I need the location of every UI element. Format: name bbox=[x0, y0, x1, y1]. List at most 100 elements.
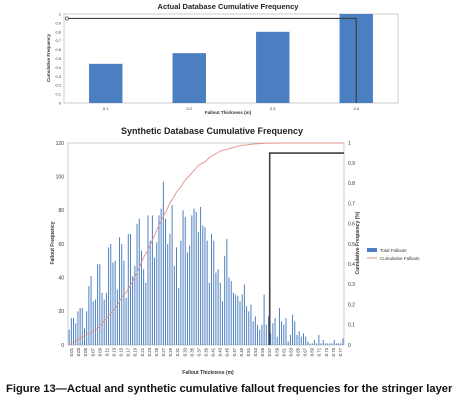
bar bbox=[171, 205, 173, 345]
bar bbox=[149, 240, 151, 345]
bar bbox=[292, 314, 294, 345]
bar bbox=[116, 289, 118, 345]
x-tick-label: 0.01 bbox=[69, 347, 74, 356]
x-tick-label: 0.15 bbox=[119, 347, 124, 356]
bar bbox=[92, 301, 94, 345]
x-tick-label: 0.13 bbox=[112, 347, 117, 356]
y2-tick-label: 0 bbox=[348, 343, 351, 349]
bar bbox=[167, 244, 169, 345]
synthetic-chart-cumulative-line bbox=[67, 142, 344, 346]
bar bbox=[90, 275, 92, 345]
bar bbox=[221, 301, 223, 345]
x-tick-label: 0.53 bbox=[253, 347, 258, 356]
bar bbox=[191, 215, 193, 345]
x-tick-label: 0.3 bbox=[270, 106, 276, 111]
x-tick-label: 0.03 bbox=[76, 347, 81, 356]
synthetic-chart-x-ticks: 0.01 0.03 0.05 0.07 0.09 0.11 0.13 0.15 0.17 0.19… bbox=[69, 347, 343, 356]
bar bbox=[261, 324, 263, 345]
bar bbox=[70, 318, 72, 345]
bar bbox=[158, 215, 160, 345]
bar bbox=[272, 323, 274, 345]
bar bbox=[154, 257, 156, 345]
y2-tick-label: 1 bbox=[348, 141, 351, 147]
bar bbox=[173, 265, 175, 345]
x-tick-label: 0.45 bbox=[225, 347, 230, 356]
bar bbox=[342, 338, 344, 345]
x-tick-label: 0.21 bbox=[140, 347, 145, 356]
bar bbox=[294, 321, 296, 345]
bar bbox=[160, 208, 162, 345]
x-tick-label: 0.33 bbox=[182, 347, 187, 356]
x-tick-label: 0.19 bbox=[133, 347, 138, 356]
x-tick-label: 0.65 bbox=[296, 347, 301, 356]
bar bbox=[263, 294, 265, 345]
bar bbox=[89, 63, 123, 103]
bar bbox=[237, 296, 239, 345]
bar bbox=[331, 343, 333, 345]
bar bbox=[114, 260, 116, 345]
bar bbox=[333, 339, 335, 345]
bar bbox=[182, 210, 184, 345]
bar bbox=[68, 329, 70, 345]
synthetic-chart-title: Synthetic Database Cumulative Frequency bbox=[121, 126, 303, 136]
bar bbox=[322, 339, 324, 345]
bar bbox=[123, 260, 125, 345]
bar bbox=[313, 339, 315, 345]
bar bbox=[235, 294, 237, 345]
x-tick-label: 0.29 bbox=[168, 347, 173, 356]
x-tick-label: 0.31 bbox=[175, 347, 180, 356]
bar bbox=[224, 255, 226, 345]
bar bbox=[305, 336, 307, 345]
bar bbox=[267, 316, 269, 345]
x-tick-label: 0.1 bbox=[103, 106, 109, 111]
bar bbox=[99, 264, 101, 345]
bar bbox=[303, 333, 305, 345]
x-tick-label: 0.11 bbox=[104, 347, 109, 356]
bar bbox=[252, 321, 254, 345]
bar bbox=[202, 225, 204, 345]
bar bbox=[172, 53, 206, 103]
synthetic-chart-y2-ticks: 0 0.1 0.2 0.3 0.4 0.5 0.6 0.7 0.8 0.9 1 bbox=[348, 141, 355, 349]
bar bbox=[318, 334, 320, 345]
y-tick-label: 1 bbox=[59, 12, 62, 17]
synthetic-chart: Synthetic Database Cumulative Frequency … bbox=[50, 126, 420, 376]
y-tick-label: 0.4 bbox=[55, 65, 61, 70]
bar bbox=[200, 206, 202, 345]
y2-tick-label: 0.2 bbox=[348, 302, 355, 308]
x-tick-label: 0.4 bbox=[353, 106, 359, 111]
bar bbox=[265, 324, 267, 345]
bar bbox=[162, 181, 164, 345]
y2-tick-label: 0.3 bbox=[348, 282, 355, 288]
bar bbox=[228, 277, 230, 345]
bar bbox=[287, 341, 289, 345]
bar bbox=[79, 307, 81, 345]
bar bbox=[241, 294, 243, 345]
y-tick-label: 0.5 bbox=[55, 56, 61, 61]
y-tick-label: 0.6 bbox=[55, 47, 61, 52]
bar bbox=[259, 329, 261, 345]
bar bbox=[309, 343, 311, 345]
actual-chart-reference-line bbox=[65, 16, 357, 103]
bar bbox=[145, 282, 147, 345]
y-tick-label: 0.7 bbox=[55, 38, 61, 43]
y-tick-label: 0.1 bbox=[55, 92, 61, 97]
actual-chart-ylabel: Cumulative Frequency bbox=[46, 33, 51, 82]
bar bbox=[186, 252, 188, 345]
x-tick-label: 0.23 bbox=[147, 347, 152, 356]
legend-label-cumulative-fallouts: Cumulative Fallouts bbox=[380, 256, 420, 261]
bar bbox=[320, 343, 322, 345]
x-tick-label: 0.05 bbox=[83, 347, 88, 356]
x-tick-label: 0.77 bbox=[338, 347, 343, 356]
x-tick-label: 0.69 bbox=[310, 347, 315, 356]
bar bbox=[88, 286, 90, 345]
bar bbox=[193, 208, 195, 345]
synthetic-chart-y2label: Cumulative Frequency (%) bbox=[355, 211, 361, 274]
x-tick-label: 0.47 bbox=[232, 347, 237, 356]
reference-line bbox=[67, 17, 357, 103]
x-tick-label: 0.55 bbox=[260, 347, 265, 356]
bar bbox=[215, 272, 217, 345]
bar bbox=[289, 334, 291, 345]
bar bbox=[147, 215, 149, 345]
bar bbox=[296, 334, 298, 345]
x-tick-label: 0.61 bbox=[281, 347, 286, 356]
